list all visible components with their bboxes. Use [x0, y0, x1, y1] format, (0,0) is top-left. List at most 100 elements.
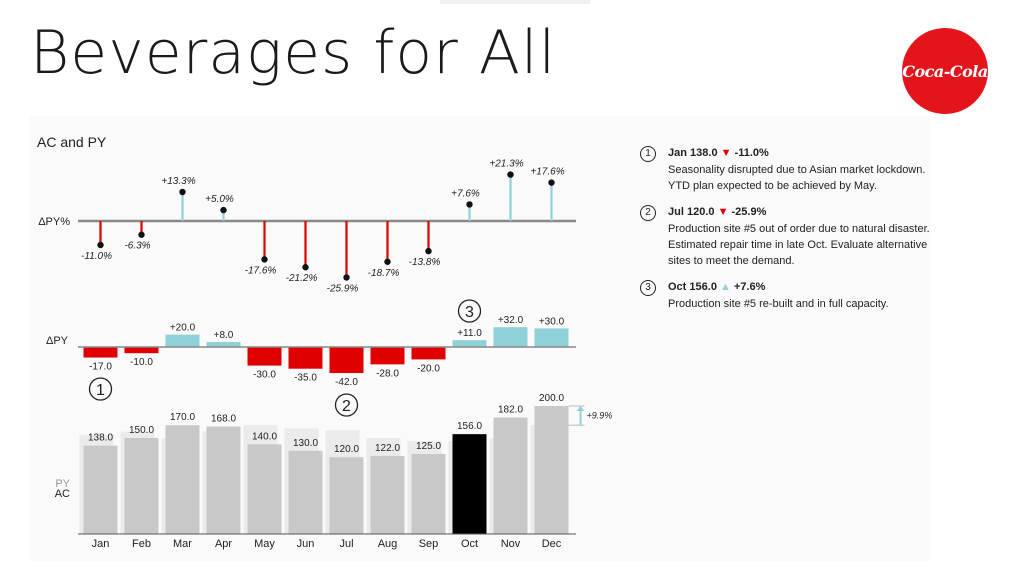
category-tick-label: Nov — [501, 538, 521, 550]
abs-data-label: +8.0 — [214, 330, 234, 341]
category-tick-label: Mar — [173, 538, 192, 550]
rel-data-label: +5.0% — [205, 194, 234, 205]
category-tick-label: Jul — [339, 538, 353, 550]
comment-text: Seasonality disrupted due to Asian marke… — [668, 164, 926, 192]
comment-number: 1 — [640, 146, 656, 162]
rel-data-label: +13.3% — [161, 176, 195, 187]
rel-data-label: +7.6% — [451, 188, 480, 199]
rel-pin-head — [302, 264, 309, 271]
comment-month: Jul — [668, 206, 684, 218]
abs-data-label: -17.0 — [89, 362, 112, 373]
delta-arrow-head — [576, 406, 585, 411]
ac-bar — [411, 454, 446, 534]
comment-1: 1 Jan 138.0 ▼ -11.0% Seasonality disrupt… — [636, 144, 936, 194]
marker-circle — [457, 299, 482, 323]
comment-value: 156.0 — [689, 281, 717, 293]
total-delta-label: +9.9% — [587, 411, 613, 421]
rel-data-label: +21.3% — [489, 159, 523, 170]
rel-data-label: -13.8% — [409, 257, 441, 268]
rel-pin-head — [179, 188, 186, 196]
abs-data-label: -42.0 — [335, 377, 358, 388]
rel-data-label: -18.7% — [368, 268, 400, 279]
comment-delta: -11.0% — [734, 147, 769, 159]
category-tick-label: Sep — [419, 538, 439, 550]
comment-3: 3 Oct 156.0 ▲ +7.6% Production site #5 r… — [636, 278, 936, 312]
rel-data-label: -6.3% — [124, 241, 150, 252]
ac-data-label: 170.0 — [170, 412, 195, 423]
comment-2: 2 Jul 120.0 ▼ -25.9% Production site #5 … — [636, 203, 936, 269]
ac-data-label: 122.0 — [375, 443, 400, 454]
comment-header: Jul 120.0 ▼ -25.9% — [668, 203, 936, 221]
rel-pin-head — [261, 256, 268, 263]
ac-bar — [206, 426, 241, 534]
comment-delta: +7.6% — [733, 281, 766, 293]
category-tick-label: Apr — [215, 538, 232, 550]
rel-data-label: +17.6% — [530, 167, 564, 178]
ac-bar — [534, 406, 569, 534]
abs-axis-label: ΔPY — [46, 335, 69, 347]
category-tick-label: Feb — [132, 538, 151, 550]
rel-data-label: -21.2% — [286, 273, 318, 284]
rel-pin-head — [220, 206, 227, 214]
abs-variance-bar — [411, 347, 446, 360]
abs-data-label: -30.0 — [253, 370, 276, 381]
rel-pin-head — [548, 179, 555, 186]
comment-month: Oct — [668, 281, 687, 293]
ac-bar — [165, 425, 200, 534]
ac-bar — [124, 438, 159, 534]
abs-variance-bar — [534, 328, 569, 347]
comment-month: Jan — [668, 147, 687, 159]
rel-pin-head — [466, 201, 473, 208]
category-tick-label: Dec — [542, 538, 562, 550]
ac-data-label: 138.0 — [88, 433, 113, 444]
abs-data-label: +30.0 — [539, 316, 565, 327]
comment-number: 3 — [640, 280, 656, 296]
ac-data-label: 130.0 — [293, 438, 318, 449]
comment-text: Production site #5 re-built and in full … — [668, 298, 889, 310]
abs-variance-bar — [493, 327, 528, 347]
category-tick-label: Aug — [378, 538, 398, 550]
ac-data-label: 120.0 — [334, 444, 359, 455]
abs-data-label: +20.0 — [170, 323, 196, 334]
ac-series-label: AC — [55, 488, 70, 500]
comment-number: 2 — [640, 205, 656, 221]
ac-bar — [370, 455, 405, 534]
abs-data-label: +32.0 — [498, 315, 524, 326]
ac-bar — [83, 445, 118, 534]
rel-pin-head — [97, 241, 104, 249]
comment-value: 138.0 — [690, 147, 718, 159]
ac-bar — [452, 434, 487, 534]
logo-text: Coca-Cola — [902, 61, 988, 81]
category-tick-label: Oct — [461, 538, 478, 550]
marker-number: 3 — [465, 304, 474, 321]
marker-circle — [88, 377, 113, 401]
ac-bar — [329, 457, 364, 534]
triangle-down-icon: ▼ — [717, 206, 729, 218]
ac-data-label: 182.0 — [498, 405, 523, 416]
abs-data-label: -20.0 — [417, 363, 440, 374]
abs-variance-bar — [370, 347, 405, 365]
comments-panel: 1 Jan 138.0 ▼ -11.0% Seasonality disrupt… — [636, 144, 936, 321]
category-tick-label: Jun — [297, 538, 315, 550]
triangle-down-icon: ▼ — [720, 147, 732, 159]
abs-variance-bar — [452, 340, 487, 347]
top-strip — [440, 0, 590, 4]
abs-data-label: -35.0 — [294, 373, 317, 384]
abs-variance-bar — [206, 342, 241, 347]
comment-header: Jan 138.0 ▼ -11.0% — [668, 144, 936, 162]
abs-variance-bar — [124, 347, 159, 354]
marker-circle — [334, 393, 359, 417]
ac-data-label: 156.0 — [457, 421, 482, 432]
rel-pin-head — [138, 231, 145, 238]
abs-data-label: -28.0 — [376, 368, 399, 379]
ac-data-label: 200.0 — [539, 393, 564, 404]
comment-text: Production site #5 out of order due to n… — [668, 223, 930, 267]
rel-pin-head — [384, 258, 391, 265]
ac-data-label: 140.0 — [252, 431, 277, 442]
comment-header: Oct 156.0 ▲ +7.6% — [668, 278, 936, 296]
page-title: Beverages for All — [30, 18, 557, 88]
coca-cola-logo: Coca-Cola — [902, 28, 988, 114]
rel-axis-label: ΔPY% — [38, 216, 70, 228]
abs-variance-bar — [288, 347, 323, 369]
